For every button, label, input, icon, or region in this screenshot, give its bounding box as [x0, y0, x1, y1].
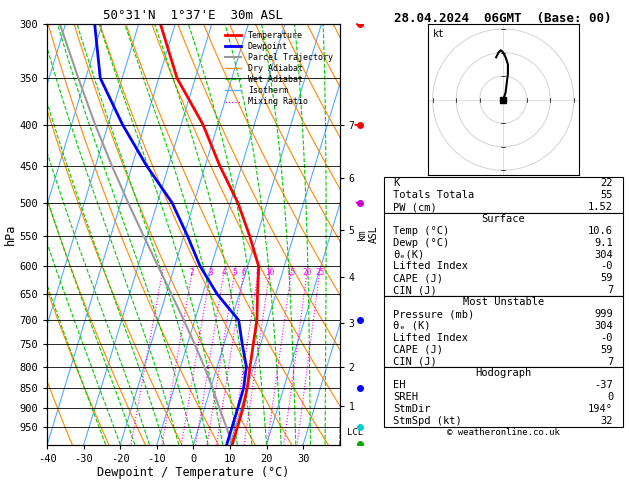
Text: LCL: LCL: [347, 428, 363, 437]
Text: -0: -0: [601, 333, 613, 343]
Text: Hodograph: Hodograph: [475, 368, 532, 379]
Title: 50°31'N  1°37'E  30m ASL: 50°31'N 1°37'E 30m ASL: [103, 9, 284, 22]
Text: 999: 999: [594, 309, 613, 319]
Text: 6: 6: [242, 268, 246, 277]
Text: kt: kt: [432, 29, 444, 39]
Text: SREH: SREH: [393, 392, 418, 402]
Text: 4: 4: [221, 268, 226, 277]
Text: 25: 25: [315, 268, 324, 277]
Text: 10: 10: [265, 268, 274, 277]
Text: K: K: [393, 178, 399, 189]
Text: -37: -37: [594, 380, 613, 390]
Text: 5: 5: [232, 268, 237, 277]
Text: CIN (J): CIN (J): [393, 357, 437, 366]
Text: StmSpd (kt): StmSpd (kt): [393, 416, 462, 426]
Text: Dewp (°C): Dewp (°C): [393, 238, 450, 248]
Y-axis label: hPa: hPa: [4, 224, 16, 245]
Y-axis label: km
ASL: km ASL: [357, 226, 379, 243]
X-axis label: Dewpoint / Temperature (°C): Dewpoint / Temperature (°C): [97, 467, 289, 480]
Text: 28.04.2024  06GMT  (Base: 00): 28.04.2024 06GMT (Base: 00): [394, 12, 612, 25]
Text: CIN (J): CIN (J): [393, 285, 437, 295]
Text: EH: EH: [393, 380, 406, 390]
Text: 10.6: 10.6: [588, 226, 613, 236]
Text: CAPE (J): CAPE (J): [393, 345, 443, 355]
Text: 1.52: 1.52: [588, 202, 613, 212]
Text: 55: 55: [601, 190, 613, 200]
Text: Totals Totala: Totals Totala: [393, 190, 474, 200]
Text: 22: 22: [601, 178, 613, 189]
Legend: Temperature, Dewpoint, Parcel Trajectory, Dry Adiabat, Wet Adiabat, Isotherm, Mi: Temperature, Dewpoint, Parcel Trajectory…: [222, 29, 335, 109]
Text: Pressure (mb): Pressure (mb): [393, 309, 474, 319]
Text: Surface: Surface: [481, 214, 525, 224]
Text: 3: 3: [208, 268, 213, 277]
Text: θₑ (K): θₑ (K): [393, 321, 431, 331]
Text: 8: 8: [256, 268, 260, 277]
Text: 15: 15: [287, 268, 296, 277]
Text: Temp (°C): Temp (°C): [393, 226, 450, 236]
FancyBboxPatch shape: [384, 367, 623, 427]
Text: © weatheronline.co.uk: © weatheronline.co.uk: [447, 428, 560, 437]
FancyBboxPatch shape: [384, 213, 623, 296]
Text: 0: 0: [607, 392, 613, 402]
Text: 59: 59: [601, 273, 613, 283]
Text: 194°: 194°: [588, 404, 613, 414]
Text: 59: 59: [601, 345, 613, 355]
Text: 32: 32: [601, 416, 613, 426]
Text: -0: -0: [601, 261, 613, 272]
FancyBboxPatch shape: [384, 177, 623, 213]
Text: 7: 7: [607, 357, 613, 366]
Text: 20: 20: [303, 268, 311, 277]
Text: Most Unstable: Most Unstable: [462, 297, 544, 307]
Text: 7: 7: [607, 285, 613, 295]
Text: θₑ(K): θₑ(K): [393, 250, 425, 260]
FancyBboxPatch shape: [384, 296, 623, 367]
Text: 304: 304: [594, 321, 613, 331]
Text: 2: 2: [190, 268, 194, 277]
Text: PW (cm): PW (cm): [393, 202, 437, 212]
Text: CAPE (J): CAPE (J): [393, 273, 443, 283]
Text: 9.1: 9.1: [594, 238, 613, 248]
Text: Lifted Index: Lifted Index: [393, 261, 468, 272]
Text: 304: 304: [594, 250, 613, 260]
Text: Lifted Index: Lifted Index: [393, 333, 468, 343]
Text: StmDir: StmDir: [393, 404, 431, 414]
